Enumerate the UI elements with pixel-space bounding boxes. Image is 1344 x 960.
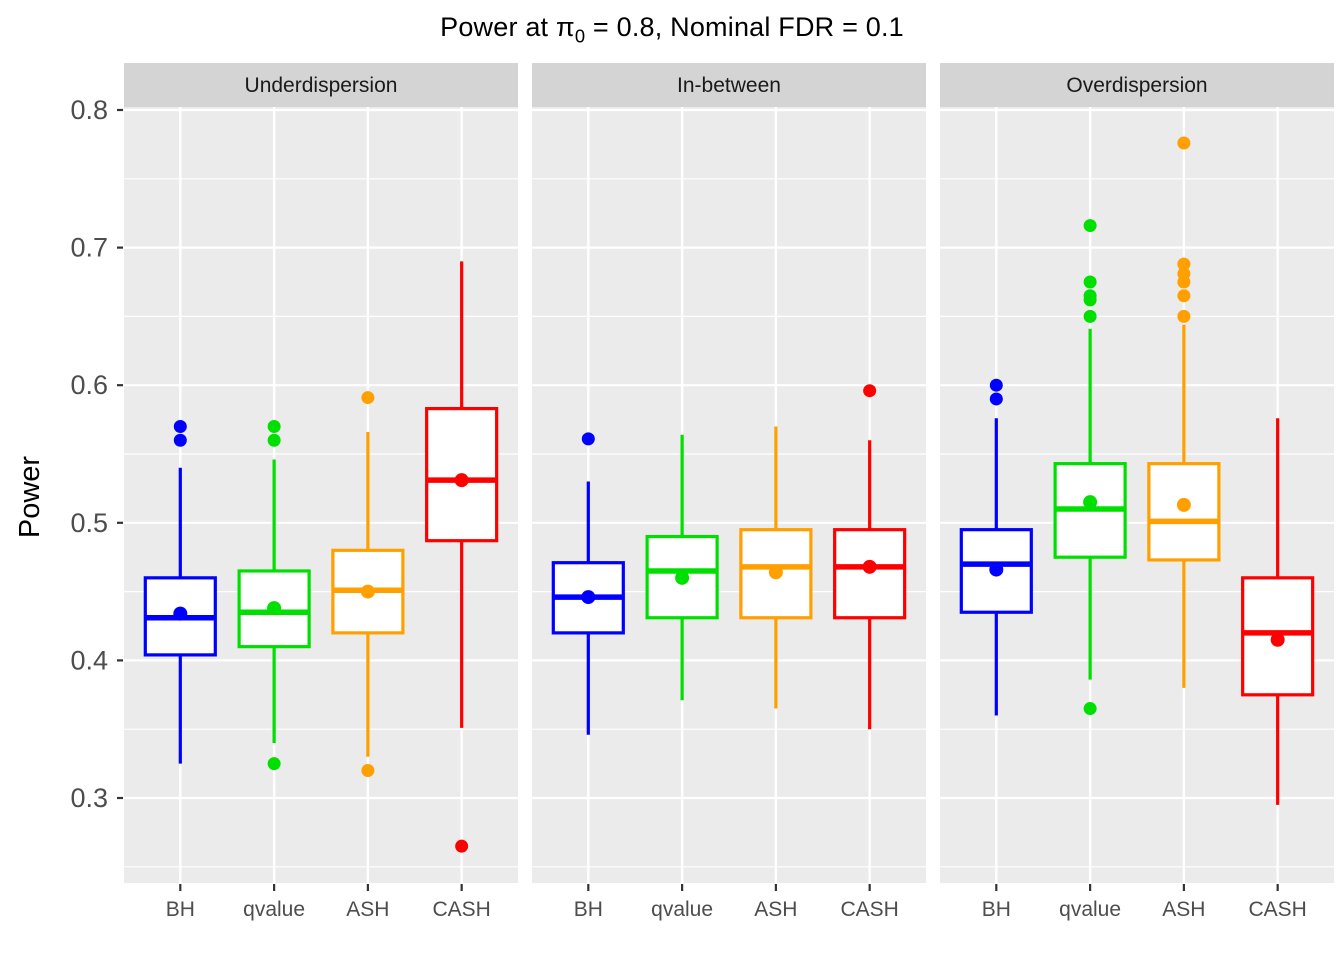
outlier-point [361, 391, 375, 405]
x-tick-label: BH [982, 898, 1011, 921]
facet-overdispersion: Overdispersion BH qvalue ASH CASH [940, 63, 1334, 921]
x-tick-label: qvalue [651, 898, 713, 921]
boxplot-bh-underdispersion [143, 419, 217, 764]
x-tick-label: BH [166, 898, 195, 921]
mean-point [267, 601, 282, 616]
outlier-point [1177, 136, 1191, 150]
pi-subscript: 0 [574, 25, 586, 47]
outlier-point [173, 433, 187, 447]
y-axis: 0.8 0.7 0.6 0.5 0.4 0.3 [70, 95, 123, 813]
mean-point [675, 570, 690, 585]
facet-strip-label: Underdispersion [245, 74, 398, 97]
outlier-point [1177, 275, 1191, 289]
panel-background [940, 107, 1334, 883]
x-tick-label: CASH [840, 898, 898, 921]
pi-symbol: π [555, 12, 575, 42]
y-tick-label: 0.4 [70, 645, 108, 675]
outlier-point [989, 392, 1003, 406]
outlier-point [1083, 702, 1097, 716]
boxplot-bh-overdispersion [959, 378, 1033, 716]
iqr-box [959, 528, 1033, 614]
title-prefix: Power at [440, 12, 556, 42]
outlier-point [1083, 293, 1097, 307]
outlier-point [173, 419, 187, 433]
outlier-point [863, 384, 877, 398]
boxplot-qvalue-underdispersion [237, 419, 311, 771]
outlier-point [267, 757, 281, 771]
boxplot-bh-in-between [551, 432, 625, 735]
outlier-point [1083, 275, 1097, 289]
x-tick-label: qvalue [243, 898, 305, 921]
boxplot-cash-overdispersion [1241, 418, 1315, 805]
x-tick-label: BH [574, 898, 603, 921]
mean-point [1083, 495, 1098, 510]
y-tick-label: 0.5 [70, 508, 108, 538]
y-tick-label: 0.7 [70, 233, 108, 263]
x-tick-label: ASH [754, 898, 797, 921]
mean-point [360, 584, 375, 599]
chart-title: Power at π0 = 0.8, Nominal FDR = 0.1 [0, 12, 1344, 47]
y-tick-label: 0.3 [70, 783, 108, 813]
mean-point [581, 590, 596, 605]
panel-background [532, 107, 926, 883]
boxplot-ash-overdispersion [1147, 136, 1221, 688]
outlier-point [1083, 309, 1097, 323]
facet-underdispersion: Underdispersion BH qvalue ASH CASH [124, 63, 518, 921]
title-suffix: = 0.8, Nominal FDR = 0.1 [585, 12, 904, 42]
outlier-point [1177, 289, 1191, 303]
x-tick-label: CASH [432, 898, 490, 921]
facet-in-between: In-between BH qvalue ASH CASH [532, 63, 926, 921]
boxplot-ash-in-between [739, 426, 813, 709]
mean-point [989, 562, 1004, 577]
boxplot-ash-underdispersion [331, 391, 405, 777]
x-tick-label: qvalue [1059, 898, 1121, 921]
mean-point [1176, 497, 1191, 512]
outlier-point [581, 432, 595, 446]
x-tick-label: CASH [1248, 898, 1306, 921]
outlier-point [989, 378, 1003, 392]
x-tick-label: ASH [1162, 898, 1205, 921]
facet-strip [532, 63, 926, 107]
mean-point [862, 559, 877, 574]
boxplot-qvalue-overdispersion [1053, 219, 1127, 716]
facet-strip [124, 63, 518, 107]
boxplot-qvalue-in-between [645, 434, 719, 701]
outlier-point [1177, 309, 1191, 323]
y-tick-label: 0.6 [70, 370, 108, 400]
mean-point [173, 606, 188, 621]
boxplot-cash-in-between [833, 384, 907, 730]
boxplot-cash-underdispersion [425, 261, 499, 853]
facet-strip-label: Overdispersion [1066, 74, 1207, 97]
facet-strip-label: In-between [677, 74, 781, 97]
y-axis-label: Power [14, 455, 46, 539]
outlier-point [267, 419, 281, 433]
mean-point [1270, 632, 1285, 647]
facet-strip [940, 63, 1334, 107]
outlier-point [455, 839, 469, 853]
mean-point [768, 565, 783, 580]
outlier-point [361, 763, 375, 777]
y-tick-label: 0.8 [70, 95, 108, 125]
outlier-point [267, 433, 281, 447]
x-tick-label: ASH [346, 898, 389, 921]
outlier-point [1177, 257, 1191, 271]
outlier-point [1083, 219, 1097, 233]
mean-point [454, 473, 469, 488]
